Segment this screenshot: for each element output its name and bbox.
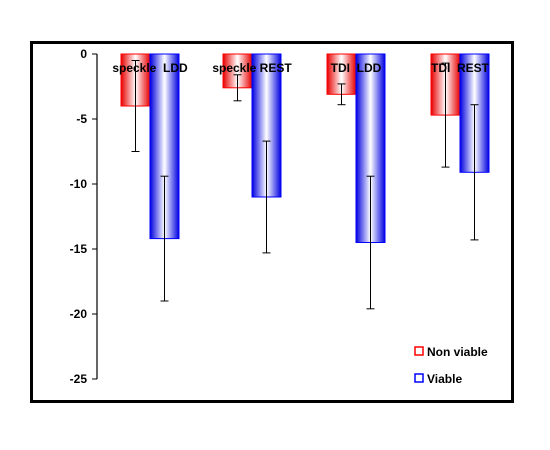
category-label: TDI REST	[431, 61, 490, 75]
y-tick-label: -25	[70, 372, 88, 386]
y-tick-label: 0	[80, 47, 87, 61]
y-tick-label: -15	[70, 242, 88, 256]
category-label: speckle LDD	[112, 61, 188, 75]
legend-swatch-nonviable	[414, 346, 424, 356]
y-tick-label: -10	[70, 177, 88, 191]
y-tick-label: -5	[76, 112, 87, 126]
y-tick-label: -20	[70, 307, 88, 321]
legend-swatch-viable	[414, 373, 424, 383]
category-label: speckle REST	[212, 61, 292, 75]
legend-label-viable: Viable	[427, 372, 462, 386]
bar-viable	[149, 53, 180, 240]
category-label: TDI LDD	[331, 61, 382, 75]
legend-label-nonviable: Non viable	[427, 345, 488, 359]
